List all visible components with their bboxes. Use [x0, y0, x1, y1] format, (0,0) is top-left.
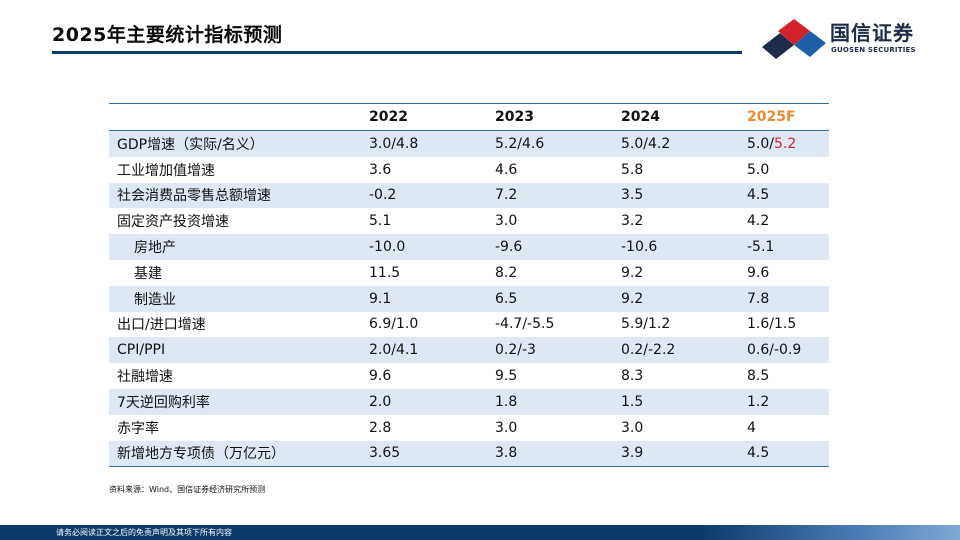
guosen-logo-icon [762, 19, 826, 59]
cell-2023: 6.5 [487, 285, 613, 312]
row-label: 工业增加值增速 [117, 162, 215, 179]
table-row: 制造业 9.1 6.5 9.2 7.8 [109, 285, 829, 312]
cell-2022: 5.1 [369, 213, 392, 230]
table-row: 固定资产投资增速 5.1 3.0 3.2 4.2 [109, 208, 829, 234]
cell-2024: -10.6 [613, 234, 739, 260]
table-row: 基建 11.5 8.2 9.2 9.6 [109, 260, 829, 286]
cell-2022: 2.0 [361, 388, 487, 415]
header-cell-2023: 2023 [487, 103, 613, 131]
row-label: 新增地方专项债（万亿元） [109, 440, 361, 468]
cell-2025f: 1.2 [739, 388, 829, 415]
cell-2025f: 4.5 [739, 182, 829, 209]
logo-english-name: GUOSEN SECURITIES [831, 46, 916, 54]
cell-2022: 2.8 [369, 419, 392, 436]
header-cell-2024: 2024 [613, 103, 739, 131]
forecast-table: 2022 2023 2024 2025F GDP增速（实际/名义） 3.0/4.… [109, 103, 829, 468]
cell-2025f: -5.1 [739, 234, 829, 260]
cell-2024: 5.8 [621, 161, 644, 178]
cell-2023: 3.8 [487, 440, 613, 468]
cell-2025f: 5.0/5.2 [739, 130, 829, 157]
logo-chinese-name: 国信证券 [830, 21, 914, 45]
cell-2025f: 7.8 [739, 285, 829, 312]
cell-2025f: 0.6/-0.9 [739, 337, 829, 364]
cell-2022: 11.5 [369, 264, 401, 281]
row-label: 基建 [134, 265, 162, 282]
cell-2022: -10.0 [361, 234, 487, 260]
header-cell-2022: 2022 [361, 103, 487, 131]
cell-2023: 4.6 [495, 161, 518, 178]
table-row: 7天逆回购利率 2.0 1.8 1.5 1.2 [109, 388, 829, 415]
cell-2022: 3.65 [361, 440, 487, 468]
header-cell-label [109, 103, 361, 131]
cell-2023: 3.0 [495, 419, 518, 436]
disclaimer-text: 请务必阅读正文之后的免责声明及其项下所有内容 [56, 528, 232, 537]
cell-2023: 9.5 [495, 368, 518, 385]
row-label: 赤字率 [117, 420, 159, 437]
cell-2025f: 5.0 [747, 161, 770, 178]
cell-2025f: 1.6/1.5 [747, 316, 797, 333]
table-row: 社会消费品零售总额增速 -0.2 7.2 3.5 4.5 [109, 182, 829, 209]
cell-2025f-highlight: 5.2 [773, 135, 797, 152]
cell-2024: 5.0/4.2 [613, 130, 739, 157]
row-label: CPI/PPI [109, 337, 361, 364]
row-label: 社融增速 [117, 369, 173, 386]
footer-bar: 请务必阅读正文之后的免责声明及其项下所有内容 [0, 525, 960, 540]
cell-2023: 3.0 [495, 213, 518, 230]
table-row: 社融增速 9.6 9.5 8.3 8.5 [109, 363, 829, 389]
cell-2025f: 4.2 [747, 213, 770, 230]
cell-2025f: 9.6 [747, 264, 770, 281]
page-title: 2025年主要统计指标预测 [52, 24, 283, 46]
cell-2025f: 8.5 [747, 368, 770, 385]
table-row: CPI/PPI 2.0/4.1 0.2/-3 0.2/-2.2 0.6/-0.9 [109, 337, 829, 364]
table-row: 出口/进口增速 6.9/1.0 -4.7/-5.5 5.9/1.2 1.6/1.… [109, 312, 829, 338]
cell-2022: 9.1 [361, 285, 487, 312]
footer-decorative-stripe [700, 525, 960, 540]
cell-2023: 1.8 [487, 388, 613, 415]
cell-2025f: 4 [747, 419, 756, 436]
cell-2022: 2.0/4.1 [361, 337, 487, 364]
table-header-row: 2022 2023 2024 2025F [109, 103, 829, 131]
cell-2023: 8.2 [495, 264, 518, 281]
brand-logo: 国信证券 GUOSEN SECURITIES [760, 17, 920, 61]
cell-2024: 0.2/-2.2 [613, 337, 739, 364]
row-label: GDP增速（实际/名义） [109, 130, 361, 157]
cell-2024: 8.3 [621, 368, 644, 385]
table-row: GDP增速（实际/名义） 3.0/4.8 5.2/4.6 5.0/4.2 5.0… [109, 130, 829, 157]
source-note: 资料来源：Wind、国信证券经济研究所预测 [109, 485, 266, 494]
cell-2024: 3.2 [621, 213, 644, 230]
cell-2024: 5.9/1.2 [621, 316, 671, 333]
cell-2024: 1.5 [613, 388, 739, 415]
row-label: 出口/进口增速 [117, 317, 206, 334]
row-label: 7天逆回购利率 [109, 388, 361, 415]
row-label: 制造业 [109, 285, 361, 312]
table-row: 工业增加值增速 3.6 4.6 5.8 5.0 [109, 157, 829, 183]
cell-2023: -9.6 [487, 234, 613, 260]
row-label: 固定资产投资增速 [117, 214, 229, 231]
cell-2023: 5.2/4.6 [487, 130, 613, 157]
cell-2022: 9.6 [369, 368, 392, 385]
title-underline [52, 51, 742, 54]
cell-2022: 3.6 [369, 161, 392, 178]
cell-2024: 3.9 [613, 440, 739, 468]
row-label: 社会消费品零售总额增速 [109, 182, 361, 209]
cell-2024: 9.2 [621, 264, 644, 281]
cell-2024: 9.2 [613, 285, 739, 312]
cell-2022: 6.9/1.0 [369, 316, 419, 333]
row-label: 房地产 [109, 234, 361, 260]
cell-2022: 3.0/4.8 [361, 130, 487, 157]
table-row: 赤字率 2.8 3.0 3.0 4 [109, 415, 829, 441]
cell-2024: 3.5 [613, 182, 739, 209]
cell-2024: 3.0 [621, 419, 644, 436]
cell-2025f-prefix: 5.0/ [747, 135, 774, 152]
cell-2023: 7.2 [487, 182, 613, 209]
cell-2023: 0.2/-3 [487, 337, 613, 364]
table-row: 房地产 -10.0 -9.6 -10.6 -5.1 [109, 234, 829, 260]
cell-2025f: 4.5 [739, 440, 829, 468]
cell-2023: -4.7/-5.5 [495, 316, 555, 333]
cell-2022: -0.2 [361, 182, 487, 209]
header-cell-2025f: 2025F [739, 103, 829, 131]
table-row: 新增地方专项债（万亿元） 3.65 3.8 3.9 4.5 [109, 440, 829, 468]
